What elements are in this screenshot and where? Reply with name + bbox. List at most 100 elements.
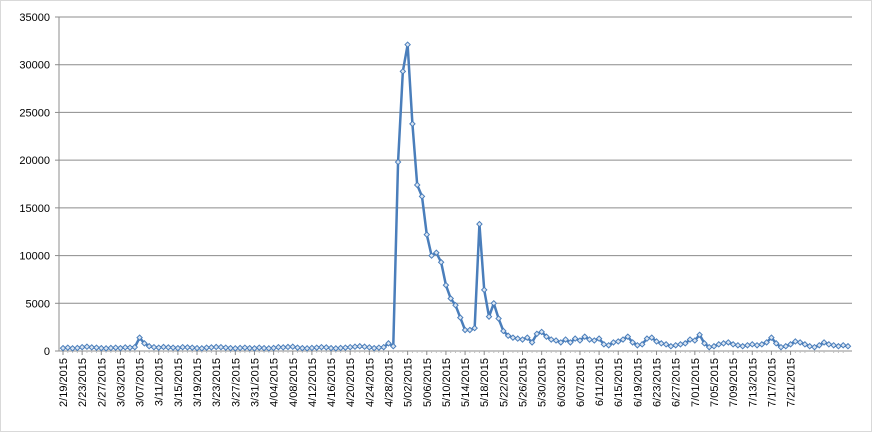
data-point [696, 331, 703, 339]
x-tick-label: 3/23/2015 [211, 358, 223, 407]
data-point [236, 344, 244, 352]
data-point [523, 334, 531, 341]
data-point [112, 344, 119, 351]
data-point [260, 344, 268, 352]
data-point [78, 343, 86, 351]
data-point [409, 120, 416, 128]
data-point [528, 339, 536, 346]
data-point [188, 344, 196, 351]
data-point [710, 342, 718, 350]
x-tick-label: 7/21/2015 [786, 358, 798, 407]
data-point [284, 343, 292, 351]
data-point [275, 343, 282, 351]
x-tick-label: 3/31/2015 [249, 358, 261, 407]
data-point [466, 326, 474, 334]
x-tick-label: 3/11/2015 [154, 358, 166, 406]
data-point [844, 342, 852, 350]
x-tick-label: 4/12/2015 [307, 358, 319, 407]
data-point [356, 342, 364, 350]
x-tick-label: 5/06/2015 [422, 358, 434, 407]
data-point [332, 345, 340, 352]
x-tick-label: 6/11/2015 [594, 358, 606, 406]
data-point [413, 181, 421, 189]
x-tick-label: 4/08/2015 [288, 358, 300, 407]
data-point [327, 344, 335, 352]
data-point [514, 335, 522, 342]
x-tick-label: 2/23/2015 [77, 358, 89, 407]
x-tick-label: 2/27/2015 [96, 358, 108, 407]
data-point [758, 341, 766, 348]
data-point [581, 333, 589, 340]
data-point [744, 341, 751, 349]
data-point [571, 335, 579, 342]
x-tick-label: 3/19/2015 [192, 358, 204, 407]
y-tick-label: 30000 [19, 60, 50, 72]
x-tick-label: 3/15/2015 [173, 358, 185, 407]
data-point [155, 344, 163, 351]
data-point [265, 345, 273, 352]
data-point [500, 327, 507, 335]
data-point [567, 339, 574, 346]
data-point [753, 341, 761, 349]
data-point [198, 345, 206, 352]
data-point [562, 336, 569, 343]
data-point [437, 258, 445, 266]
data-point [619, 336, 627, 343]
data-point [476, 220, 483, 228]
data-point [83, 343, 91, 351]
data-point [299, 344, 306, 352]
data-point [662, 341, 670, 348]
data-point [380, 343, 388, 351]
x-tick-label: 6/27/2015 [671, 358, 683, 407]
data-point [399, 68, 407, 75]
data-point [342, 344, 349, 351]
data-point [725, 339, 732, 346]
data-point [729, 341, 737, 348]
y-tick-label: 35000 [19, 12, 50, 24]
data-point [672, 341, 679, 349]
data-point [97, 344, 105, 352]
data-point [830, 341, 837, 349]
x-tick-label: 7/13/2015 [747, 358, 759, 407]
data-point [586, 336, 593, 343]
data-point [251, 345, 258, 352]
data-point [835, 342, 842, 350]
data-point [547, 336, 555, 343]
data-point [614, 338, 622, 345]
data-point [212, 343, 220, 351]
x-tick-label: 3/27/2015 [230, 358, 242, 407]
data-point [160, 343, 167, 351]
data-point [241, 344, 249, 351]
data-point [519, 336, 526, 343]
data-point [576, 337, 584, 344]
data-point [423, 231, 431, 238]
data-point [136, 334, 143, 341]
data-point [246, 344, 253, 352]
gridlines [59, 16, 852, 352]
data-point [629, 339, 636, 346]
data-point [763, 339, 770, 346]
x-tick-label: 7/09/2015 [728, 358, 740, 407]
x-tick-label: 5/30/2015 [537, 358, 549, 407]
x-tick-label: 3/03/2015 [115, 358, 127, 407]
data-point [184, 344, 191, 351]
data-point [370, 344, 378, 352]
data-point [428, 252, 435, 259]
data-point [739, 342, 747, 350]
data-point [806, 342, 814, 350]
data-point [648, 334, 656, 341]
data-point [686, 336, 694, 343]
data-point [208, 344, 215, 351]
data-point [595, 335, 603, 342]
data-point [600, 341, 608, 348]
data-point [552, 337, 560, 344]
x-tick-label: 6/19/2015 [632, 358, 644, 407]
data-point [691, 337, 699, 344]
data-point [591, 337, 598, 344]
x-tick-label: 5/02/2015 [403, 358, 415, 407]
data-point [255, 344, 263, 351]
data-point [193, 344, 201, 352]
data-point [93, 344, 100, 351]
